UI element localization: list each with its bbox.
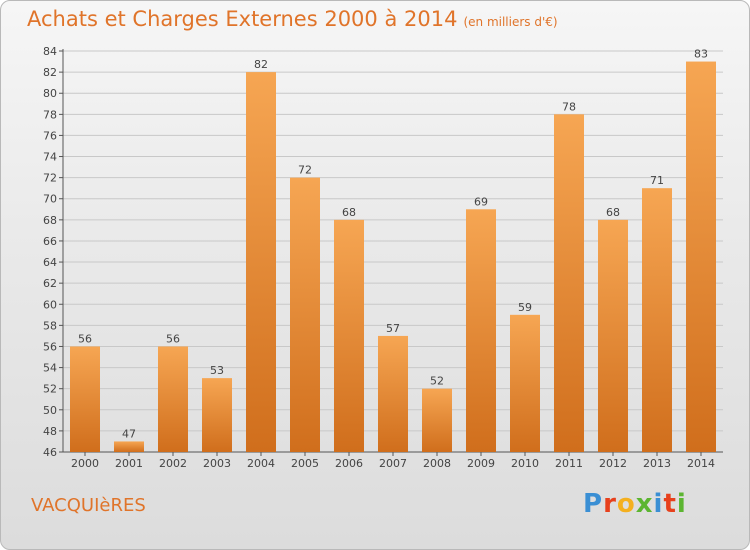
- x-tick-label: 2006: [335, 457, 363, 470]
- data-label: 47: [122, 427, 136, 440]
- y-tick-label: 74: [43, 151, 57, 164]
- bar: [290, 177, 320, 452]
- x-tick-label: 2013: [643, 457, 671, 470]
- data-label: 82: [254, 58, 268, 71]
- y-tick-label: 84: [43, 45, 57, 58]
- bar: [70, 346, 100, 452]
- x-tick-label: 2000: [71, 457, 99, 470]
- data-label: 69: [474, 195, 488, 208]
- bar: [202, 378, 232, 452]
- y-tick-label: 64: [43, 256, 57, 269]
- data-label: 68: [606, 206, 620, 219]
- data-label: 52: [430, 375, 444, 388]
- data-label: 57: [386, 322, 400, 335]
- data-label: 59: [518, 301, 532, 314]
- x-tick-label: 2014: [687, 457, 715, 470]
- x-tick-label: 2005: [291, 457, 319, 470]
- logo-letter: o: [616, 489, 636, 519]
- bar: [158, 346, 188, 452]
- y-tick-label: 48: [43, 425, 57, 438]
- data-label: 56: [166, 332, 180, 345]
- bar: [598, 219, 628, 452]
- x-tick-label: 2001: [115, 457, 143, 470]
- y-tick-label: 46: [43, 446, 57, 459]
- bar: [466, 209, 496, 452]
- y-tick-label: 60: [43, 298, 57, 311]
- x-tick-label: 2002: [159, 457, 187, 470]
- data-label: 56: [78, 332, 92, 345]
- data-label: 78: [562, 100, 576, 113]
- y-tick-label: 66: [43, 235, 57, 248]
- x-tick-label: 2007: [379, 457, 407, 470]
- title-text: Achats et Charges Externes 2000 à 2014: [27, 7, 458, 31]
- bar: [246, 72, 276, 453]
- x-tick-label: 2008: [423, 457, 451, 470]
- y-tick-label: 68: [43, 214, 57, 227]
- y-tick-label: 72: [43, 172, 57, 185]
- y-tick-label: 58: [43, 319, 57, 332]
- x-tick-label: 2009: [467, 457, 495, 470]
- logo-letter: P: [583, 489, 604, 519]
- logo-letter: x: [635, 489, 654, 519]
- y-tick-label: 70: [43, 193, 57, 206]
- y-tick-label: 50: [43, 404, 57, 417]
- x-tick-label: 2010: [511, 457, 539, 470]
- bar: [554, 114, 584, 452]
- data-label: 68: [342, 206, 356, 219]
- logo-letter: i: [653, 489, 664, 519]
- data-label: 53: [210, 364, 224, 377]
- chart-subtitle: (en milliers d'€): [463, 15, 558, 29]
- y-tick-label: 82: [43, 66, 57, 79]
- bars: [70, 61, 716, 453]
- y-tick-label: 62: [43, 277, 57, 290]
- data-label: 71: [650, 174, 664, 187]
- x-tick-label: 2011: [555, 457, 583, 470]
- commune-name: VACQUIèRES: [31, 495, 146, 516]
- x-tick-label: 2003: [203, 457, 231, 470]
- y-tick-label: 52: [43, 383, 57, 396]
- logo-letter: t: [663, 489, 677, 519]
- data-label: 83: [694, 48, 708, 61]
- y-tick-label: 76: [43, 129, 57, 142]
- proxiti-logo: Proxiti: [583, 489, 687, 519]
- x-tick-label: 2012: [599, 457, 627, 470]
- bar: [642, 188, 672, 452]
- bar: [378, 335, 408, 452]
- bar: [114, 441, 144, 452]
- bar: [686, 61, 716, 452]
- logo-letter: i: [676, 489, 687, 519]
- y-tick-label: 80: [43, 87, 57, 100]
- bar: [422, 388, 452, 452]
- bar: [334, 219, 364, 452]
- chart-title: Achats et Charges Externes 2000 à 2014 (e…: [27, 7, 558, 31]
- bar: [510, 314, 540, 452]
- y-tick-label: 54: [43, 362, 57, 375]
- labels: 46 48 50 52 54 56 58 60 62 64 66 68 70 72 74 76 78 80 82 84…: [43, 45, 715, 470]
- data-label: 72: [298, 164, 312, 177]
- y-tick-label: 78: [43, 108, 57, 121]
- x-tick-label: 2004: [247, 457, 275, 470]
- y-tick-label: 56: [43, 340, 57, 353]
- logo-letter: r: [603, 489, 617, 519]
